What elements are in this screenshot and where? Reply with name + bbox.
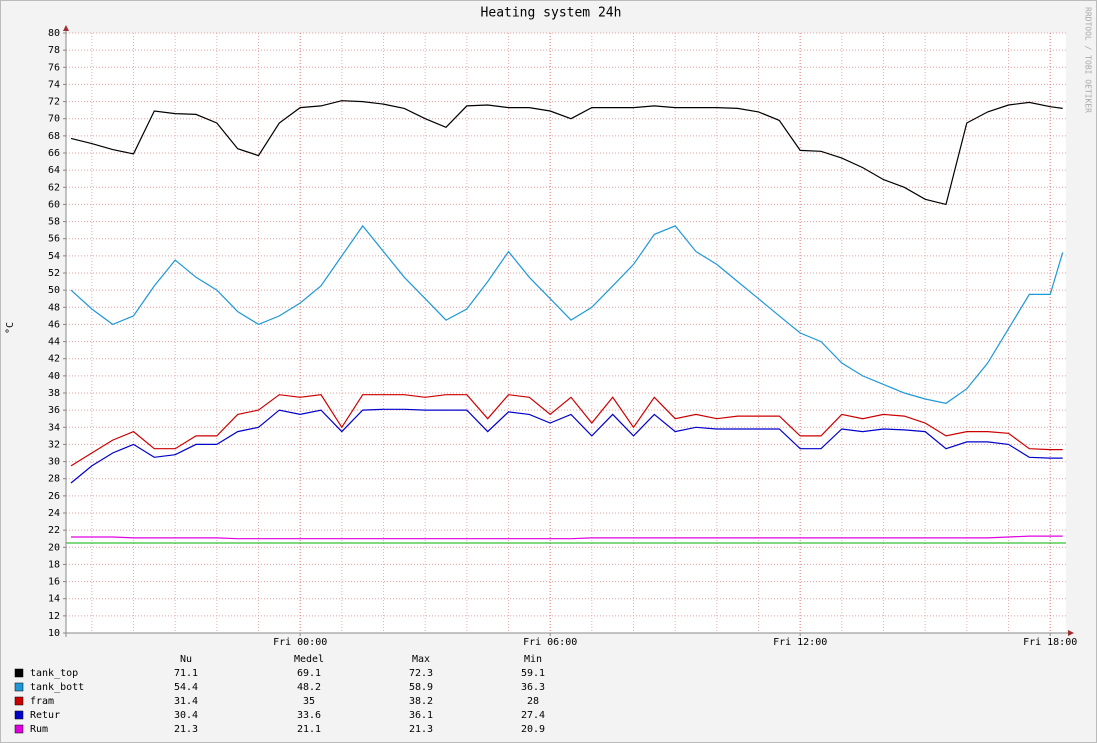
legend-label: tank_top: [30, 668, 78, 679]
plot-area: [66, 33, 1066, 633]
y-tick-label: 56: [48, 234, 60, 245]
series-line: [70, 394, 1063, 467]
legend-stat: 21.3: [409, 724, 433, 735]
legend-label: tank_bott: [30, 682, 84, 693]
series-line: [70, 224, 1064, 404]
legend: Nu Medel Max Min tank_top 71.1 69.1 72.3 59.1 tan…: [14, 654, 545, 735]
y-tick-label: 48: [48, 302, 60, 313]
y-tick-label: 12: [48, 611, 60, 622]
legend-stat: 71.1: [174, 668, 198, 679]
legend-stat: 59.1: [521, 668, 545, 679]
y-tick-label: 10: [48, 628, 60, 639]
legend-stat: 72.3: [409, 668, 433, 679]
y-tick-label: 30: [48, 457, 60, 468]
series-line: [71, 535, 1063, 540]
legend-swatch: [14, 668, 24, 678]
legend-stat: 21.3: [174, 724, 198, 735]
legend-swatch: [14, 710, 24, 720]
y-tick-label: 36: [48, 405, 60, 416]
y-tick-label: 74: [48, 79, 60, 90]
y-tick-label: 42: [48, 354, 60, 365]
legend-stat: 58.9: [409, 682, 433, 693]
y-tick-label: 46: [48, 319, 60, 330]
x-tick-label: Fri 06:00: [523, 637, 577, 648]
legend-column-header: Max: [412, 654, 430, 665]
legend-stat: 31.4: [174, 696, 198, 707]
legend-stat: 48.2: [297, 682, 321, 693]
y-tick-label: 72: [48, 97, 60, 108]
y-tick-label: 24: [48, 508, 60, 519]
x-tick-label: Fri 00:00: [273, 637, 327, 648]
legend-stat: 36.1: [409, 710, 433, 721]
legend-stat: 30.4: [174, 710, 198, 721]
legend-stat: 38.2: [409, 696, 433, 707]
y-tick-label: 64: [48, 165, 60, 176]
legend-label: Retur: [30, 710, 60, 721]
legend-column-header: Medel: [294, 654, 324, 665]
y-tick-label: 66: [48, 148, 60, 159]
grid: [63, 32, 1066, 636]
legend-stat: 69.1: [297, 668, 321, 679]
chart-title: Heating system 24h: [481, 6, 622, 21]
series-line: [70, 408, 1063, 484]
y-tick-label: 32: [48, 439, 60, 450]
legend-stat: 33.6: [297, 710, 321, 721]
y-tick-label: 44: [48, 337, 60, 348]
legend-stat: 35: [303, 696, 315, 707]
legend-stat: 20.9: [521, 724, 545, 735]
legend-stat: 27.4: [521, 710, 545, 721]
y-tick-label: 38: [48, 388, 60, 399]
watermark: RRDTOOL / TOBI OETIKER: [1084, 7, 1093, 113]
x-axis-arrow: [1068, 630, 1074, 636]
y-axis-arrow: [63, 25, 69, 31]
lines: [66, 100, 1066, 544]
y-tick-label: 26: [48, 491, 60, 502]
y-tick-label: 80: [48, 28, 60, 39]
y-axis-label: °C: [5, 322, 16, 334]
y-tick-label: 22: [48, 525, 60, 536]
legend-stat: 28: [527, 696, 539, 707]
y-tick-label: 54: [48, 251, 60, 262]
y-tick-label: 50: [48, 285, 60, 296]
legend-stat: 21.1: [297, 724, 321, 735]
y-tick-label: 60: [48, 199, 60, 210]
legend-stat: 36.3: [521, 682, 545, 693]
y-tick-label: 28: [48, 474, 60, 485]
x-tick-label: Fri 12:00: [773, 637, 827, 648]
legend-label: Rum: [30, 724, 48, 735]
x-tick-label: Fri 18:00: [1023, 637, 1077, 648]
legend-column-header: Nu: [180, 654, 192, 665]
legend-label: fram: [30, 696, 54, 707]
y-tick-label: 16: [48, 577, 60, 588]
legend-swatch: [14, 696, 24, 706]
y-tick-label: 70: [48, 114, 60, 125]
y-tick-label: 78: [48, 45, 60, 56]
y-tick-label: 18: [48, 559, 60, 570]
y-tick-label: 52: [48, 268, 60, 279]
legend-column-header: Min: [524, 654, 542, 665]
legend-swatch: [14, 724, 24, 734]
y-tick-label: 62: [48, 182, 60, 193]
y-tick-label: 20: [48, 542, 60, 553]
series-line: [70, 100, 1063, 206]
y-tick-label: 76: [48, 62, 60, 73]
legend-stat: 54.4: [174, 682, 198, 693]
y-tick-label: 34: [48, 422, 60, 433]
y-tick-label: 68: [48, 131, 60, 142]
y-tick-label: 40: [48, 371, 60, 382]
y-tick-label: 58: [48, 217, 60, 228]
y-tick-label: 14: [48, 594, 60, 605]
legend-swatch: [14, 682, 24, 692]
